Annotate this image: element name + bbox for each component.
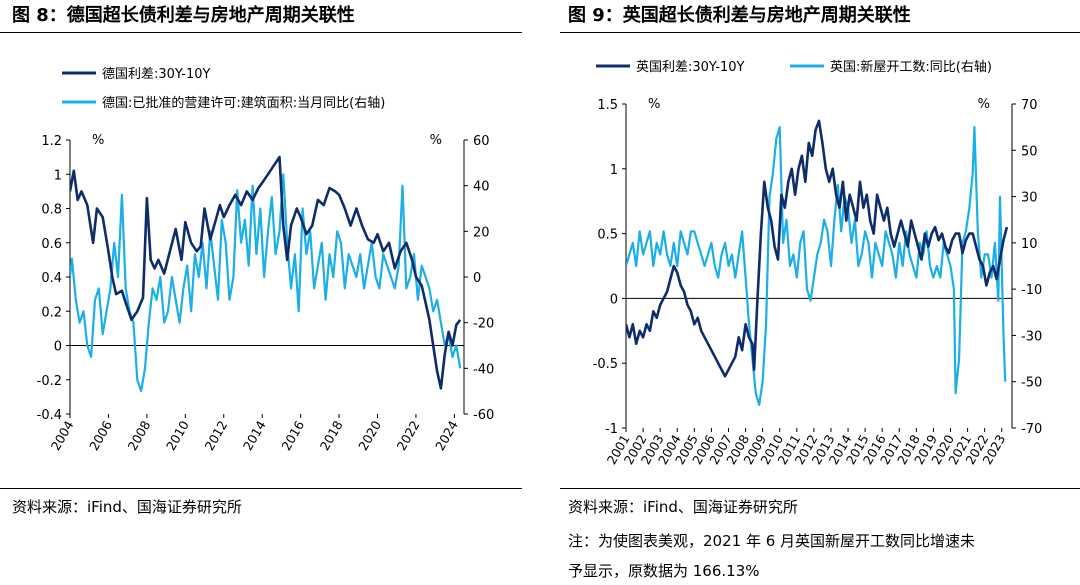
figure-9-bottom-rule [560,488,1080,489]
chart8-right-tick-label: 20 [473,225,490,240]
chart8-right-unit: % [430,133,442,148]
chart8-left-tick-label: 0.6 [41,237,62,252]
chart9-series-housing-line [626,125,1007,406]
chart9-right-tick-label: -70 [1021,422,1042,437]
chart9-left-tick-label: 0.5 [597,228,618,243]
figure-8-title: 图 8：德国超长债利差与房地产周期关联性 [12,5,355,26]
chart8-legend-label-1: 德国利差:30Y-10Y [102,67,211,82]
chart9-left-tick-label: -0.5 [593,357,618,372]
chart8-left-tick-label: 1 [54,168,62,183]
chart8-left-tick-label: 0.2 [41,305,62,320]
figure-8-source: 资料来源：iFind、国海证券研究所 [12,498,242,516]
chart9-right-tick-label: 10 [1021,237,1038,252]
chart-uk: % %1.510.50-0.5-170503010-10-30-50-702001… [593,59,1043,467]
chart8-series-spread-line [70,155,462,390]
figure-9-source: 资料来源：iFind、国海证券研究所 [568,498,798,516]
chart-germany: % % 1.2 1 0.8 0.6 0.4 0.2 0 -0.2 -0.4 60 40 20 0 -20 -40… [37,67,495,453]
chart9-right-tick-label: -10 [1021,283,1042,298]
chart9-right-tick-label: 30 [1021,191,1038,206]
figure-9-note-line-2: 予显示，原数据为 166.13% [568,562,760,580]
figure-9-title-rule [560,32,1080,33]
chart8-left-tick-label: -0.2 [37,374,62,389]
chart8-right-tick-label: 0 [473,271,481,286]
chart8-right-tick-label: 40 [473,180,490,195]
chart8-right-tick-label: -40 [473,362,494,377]
chart8-right-tick-label: -60 [473,408,494,423]
figure-9-note-line-1: 注：为使图表美观，2021 年 6 月英国新屋开工数同比增速未 [568,532,976,550]
chart8-left-unit: % [92,133,104,148]
figure-8-bottom-rule [0,488,522,489]
figure-8-title-rule [0,32,522,33]
chart9-legend-label-1: 英国利差:30Y-10Y [636,60,745,75]
chart9-left-tick-label: 1.5 [597,98,618,113]
chart8-right-tick-label: 60 [473,134,490,149]
chart8-series-housing-line [70,173,462,393]
chart8-left-tick-label: 1.2 [41,134,62,149]
chart9-legend-label-2: 英国:新屋开工数:同比(右轴) [830,59,992,75]
chart9-right-tick-label: -50 [1021,376,1042,391]
figure-9-title: 图 9：英国超长债利差与房地产周期关联性 [568,5,911,26]
chart8-left-tick-label: -0.4 [37,408,62,423]
chart8-left-tick-label: 0.8 [41,203,62,218]
chart9-left-tick-label: 0 [610,292,618,307]
chart8-left-tick-label: 0 [54,340,62,355]
chart9-left-tick-label: 1 [610,163,618,178]
chart9-series-spread-line [626,119,1009,378]
chart9-right-tick-label: -30 [1021,329,1042,344]
chart9-left-tick-label: -1 [605,422,618,437]
chart9-right-tick-label: 70 [1021,98,1038,113]
chart8-left-tick-label: 0.4 [41,271,62,286]
chart8-legend-label-2: 德国:已批准的营建许可:建筑面积:当月同比(右轴) [102,95,385,111]
chart8-right-tick-label: -20 [473,317,494,332]
chart9-left-unit: % [648,97,660,112]
chart9-right-tick-label: 50 [1021,144,1038,159]
chart9-right-unit: % [978,97,990,112]
